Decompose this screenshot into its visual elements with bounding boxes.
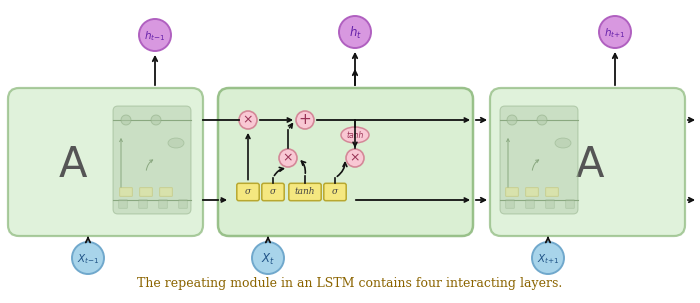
- Text: A: A: [59, 144, 88, 186]
- FancyBboxPatch shape: [505, 200, 514, 208]
- Circle shape: [121, 115, 131, 125]
- Text: σ: σ: [332, 188, 338, 197]
- FancyBboxPatch shape: [289, 183, 321, 201]
- Circle shape: [72, 242, 104, 274]
- Text: $X_{t\!+\!1}$: $X_{t\!+\!1}$: [536, 252, 559, 266]
- Circle shape: [339, 16, 371, 48]
- Circle shape: [252, 242, 284, 274]
- FancyBboxPatch shape: [237, 183, 259, 201]
- Text: A: A: [575, 144, 604, 186]
- FancyBboxPatch shape: [526, 188, 538, 196]
- Text: $X_{t\!-\!1}$: $X_{t\!-\!1}$: [76, 252, 99, 266]
- Circle shape: [296, 111, 314, 129]
- FancyBboxPatch shape: [178, 200, 188, 208]
- FancyBboxPatch shape: [546, 188, 559, 196]
- FancyBboxPatch shape: [119, 200, 127, 208]
- Circle shape: [139, 19, 171, 51]
- FancyBboxPatch shape: [120, 188, 132, 196]
- Text: tanh: tanh: [295, 188, 315, 197]
- Text: ×: ×: [350, 152, 360, 165]
- Circle shape: [346, 149, 364, 167]
- FancyBboxPatch shape: [546, 200, 554, 208]
- FancyBboxPatch shape: [500, 106, 578, 214]
- FancyBboxPatch shape: [262, 183, 284, 201]
- Text: $h_t$: $h_t$: [349, 25, 361, 41]
- Circle shape: [151, 115, 161, 125]
- FancyBboxPatch shape: [160, 188, 172, 196]
- Circle shape: [532, 242, 564, 274]
- FancyBboxPatch shape: [140, 188, 153, 196]
- Circle shape: [507, 115, 517, 125]
- Text: σ: σ: [270, 188, 276, 197]
- Text: +: +: [299, 112, 312, 128]
- Text: $h_{t\!-\!1}$: $h_{t\!-\!1}$: [144, 29, 166, 43]
- Text: ×: ×: [283, 152, 293, 165]
- Ellipse shape: [555, 138, 571, 148]
- FancyBboxPatch shape: [139, 200, 147, 208]
- FancyBboxPatch shape: [324, 183, 346, 201]
- Text: σ: σ: [245, 188, 251, 197]
- Ellipse shape: [341, 127, 369, 143]
- FancyBboxPatch shape: [505, 188, 518, 196]
- Text: tanh: tanh: [346, 131, 364, 139]
- FancyBboxPatch shape: [490, 88, 685, 236]
- FancyBboxPatch shape: [159, 200, 167, 208]
- Circle shape: [279, 149, 297, 167]
- Text: $X_t$: $X_t$: [261, 251, 275, 267]
- FancyBboxPatch shape: [113, 106, 191, 214]
- FancyBboxPatch shape: [526, 200, 534, 208]
- FancyBboxPatch shape: [566, 200, 574, 208]
- Text: The repeating module in an LSTM contains four interacting layers.: The repeating module in an LSTM contains…: [137, 277, 563, 289]
- Text: $h_{t\!+\!1}$: $h_{t\!+\!1}$: [604, 26, 626, 40]
- Circle shape: [537, 115, 547, 125]
- Text: ×: ×: [243, 114, 253, 126]
- Circle shape: [599, 16, 631, 48]
- FancyBboxPatch shape: [218, 88, 473, 236]
- Circle shape: [239, 111, 257, 129]
- Ellipse shape: [168, 138, 184, 148]
- FancyBboxPatch shape: [8, 88, 203, 236]
